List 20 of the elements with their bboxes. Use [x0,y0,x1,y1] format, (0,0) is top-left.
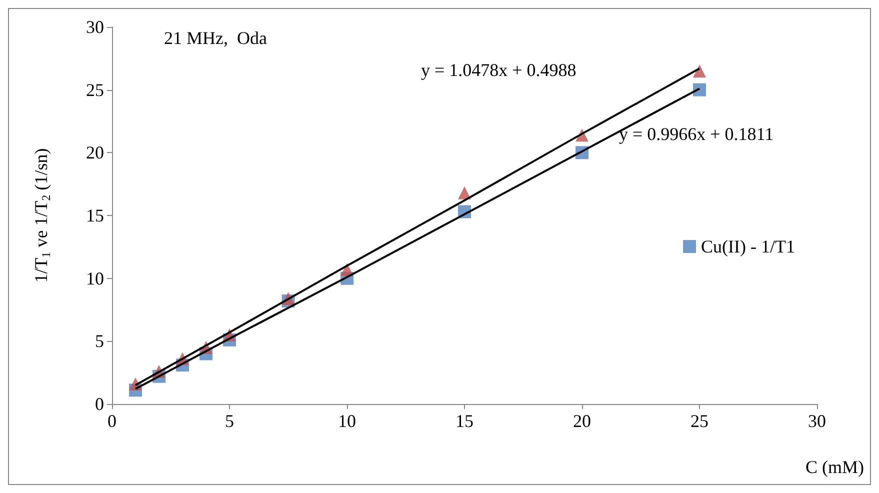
y-axis-title: 1/T1 ve 1/T2 (1/sn) [31,148,53,283]
x-tick-label: 0 [108,411,116,431]
x-tick-label: 15 [456,411,474,431]
y-tick-label: 20 [86,142,104,163]
x-tick-label: 25 [690,411,708,431]
annotation: y = 1.0478x + 0.4988 [421,60,576,80]
legend-label: Cu(II) - 1/T1 [701,236,796,256]
y-tick-label: 15 [86,206,104,226]
annotation: y = 0.9966x + 0.1811 [619,124,774,144]
x-axis-title: C (mM) [806,457,864,477]
y-tick-label: 30 [86,17,104,37]
x-tick-label: 10 [338,411,356,431]
y-tick-label: 5 [95,331,104,352]
x-tick-label: 30 [808,411,826,431]
y-tick-label: 0 [95,394,104,414]
x-tick-label: 20 [573,411,591,431]
x-tick-label: 5 [225,411,234,431]
y-tick-label: 25 [86,80,104,100]
annotation: 21 MHz, Oda [164,28,267,48]
y-tick-label: 10 [86,268,104,288]
